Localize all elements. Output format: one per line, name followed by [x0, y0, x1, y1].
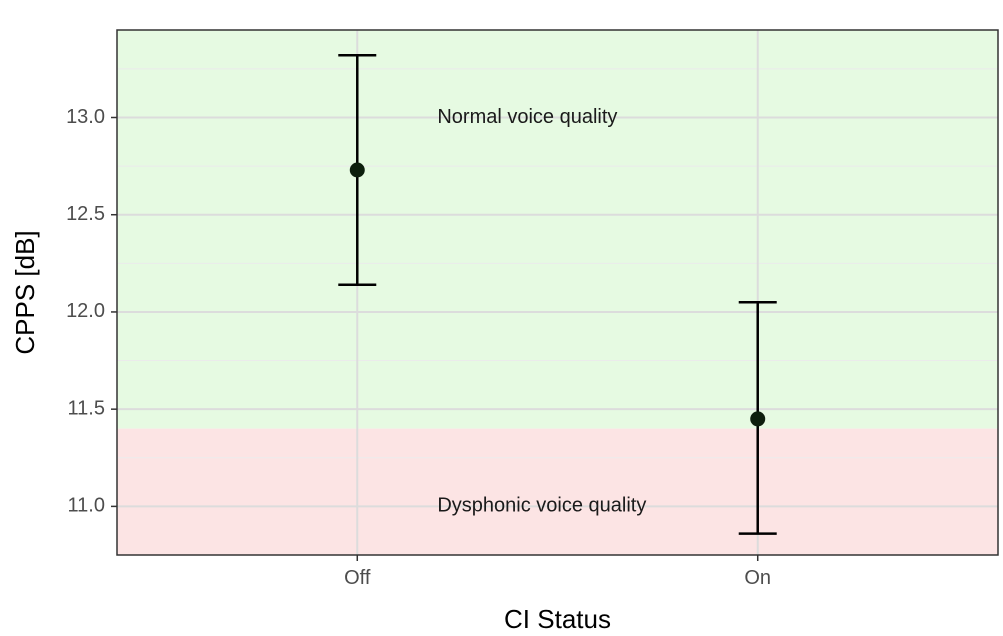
grid-lines — [117, 30, 998, 556]
point-off — [349, 162, 365, 178]
normal-region — [117, 30, 998, 429]
y-tick-label: 12.0 — [66, 300, 105, 322]
y-tick-label: 11.5 — [68, 397, 105, 419]
x-tick-label: Off — [344, 567, 371, 589]
annotations: Normal voice quality Dysphonic voice qual… — [437, 106, 646, 517]
data-marks — [338, 54, 777, 535]
y-axis-title: CPPS [dB] — [10, 230, 40, 354]
y-tick-label: 12.5 — [66, 203, 105, 225]
axes: 11.0 11.5 12.0 12.5 13.0 Off On — [66, 106, 771, 589]
panel-border — [116, 29, 999, 556]
quality-regions — [117, 30, 998, 555]
y-tick-label: 11.0 — [68, 495, 105, 517]
x-axis-title: CI Status — [504, 604, 611, 634]
point-on — [750, 411, 766, 427]
dysphonic-region — [117, 428, 998, 555]
annotation-dysphonic: Dysphonic voice quality — [437, 495, 646, 517]
annotation-normal: Normal voice quality — [437, 106, 617, 128]
y-tick-label: 13.0 — [66, 106, 105, 128]
x-tick-label: On — [744, 567, 771, 589]
